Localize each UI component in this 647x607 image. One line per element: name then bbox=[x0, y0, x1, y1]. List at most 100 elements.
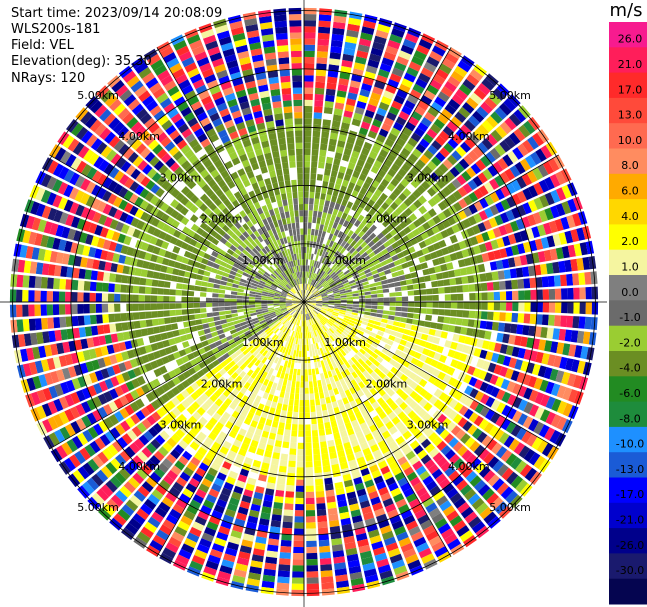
range-gate bbox=[541, 314, 549, 326]
range-gate bbox=[246, 398, 254, 406]
range-gate bbox=[183, 420, 194, 430]
range-gate bbox=[311, 423, 318, 431]
range-gate bbox=[313, 343, 317, 350]
range-gate bbox=[267, 393, 274, 402]
range-gate bbox=[304, 14, 317, 21]
range-gate bbox=[481, 231, 490, 242]
range-gate bbox=[544, 176, 555, 190]
range-gate bbox=[405, 520, 419, 531]
range-gate bbox=[359, 550, 373, 560]
range-gate bbox=[266, 550, 278, 558]
range-gate bbox=[476, 106, 489, 119]
range-gate bbox=[143, 498, 157, 511]
range-gate bbox=[136, 531, 151, 544]
range-gate bbox=[136, 422, 147, 434]
range-gate bbox=[438, 309, 445, 316]
range-gate bbox=[480, 393, 490, 405]
range-gate bbox=[314, 100, 324, 107]
range-gate bbox=[378, 244, 386, 252]
range-gate bbox=[120, 294, 127, 302]
range-gate bbox=[353, 354, 361, 361]
range-gate bbox=[212, 293, 219, 298]
range-gate bbox=[371, 352, 379, 360]
range-gate bbox=[340, 297, 347, 300]
range-gate bbox=[413, 289, 421, 296]
range-gate bbox=[519, 158, 531, 172]
range-gate bbox=[369, 363, 377, 371]
range-gate bbox=[334, 102, 345, 110]
range-gate bbox=[304, 314, 306, 321]
range-gate bbox=[140, 463, 153, 476]
range-gate bbox=[305, 491, 315, 499]
range-gate bbox=[242, 533, 255, 542]
range-gate bbox=[407, 336, 415, 343]
range-gate bbox=[220, 402, 229, 412]
range-gate bbox=[349, 414, 357, 422]
range-gate bbox=[404, 254, 413, 262]
range-gate bbox=[450, 302, 458, 309]
range-gate bbox=[248, 572, 261, 581]
range-gate bbox=[442, 186, 452, 197]
range-gate bbox=[373, 277, 381, 283]
range-gate bbox=[327, 507, 338, 516]
range-gate bbox=[458, 405, 469, 416]
range-gate bbox=[413, 313, 420, 320]
range-gate bbox=[327, 329, 333, 336]
range-gate bbox=[364, 109, 375, 119]
range-gate bbox=[543, 222, 552, 235]
range-gate bbox=[294, 318, 298, 325]
range-gate bbox=[438, 63, 452, 75]
range-gate bbox=[468, 376, 478, 387]
range-gate bbox=[405, 354, 414, 363]
range-gate bbox=[300, 369, 304, 376]
range-gate bbox=[364, 295, 372, 299]
range-gate bbox=[457, 293, 464, 301]
range-gate bbox=[361, 26, 375, 35]
range-gate bbox=[152, 534, 167, 547]
range-gate bbox=[340, 307, 347, 311]
range-gate bbox=[517, 313, 525, 323]
range-gate bbox=[426, 308, 433, 315]
range-gate bbox=[330, 420, 338, 428]
range-gate bbox=[328, 144, 336, 152]
range-gate bbox=[419, 308, 427, 314]
range-gate bbox=[496, 482, 509, 496]
range-gate bbox=[556, 342, 565, 355]
range-gate bbox=[451, 150, 462, 162]
range-gate bbox=[499, 366, 508, 377]
range-gate bbox=[386, 455, 396, 465]
range-gate bbox=[314, 292, 320, 296]
range-gate bbox=[304, 399, 310, 407]
range-gate bbox=[224, 547, 238, 557]
range-gate bbox=[432, 302, 439, 308]
range-gate bbox=[311, 368, 316, 376]
range-gate bbox=[527, 136, 539, 150]
range-gate bbox=[534, 406, 545, 420]
range-gate bbox=[343, 227, 350, 235]
range-gate bbox=[308, 305, 314, 310]
range-gate bbox=[414, 394, 424, 404]
range-gate bbox=[277, 358, 282, 365]
range-gate bbox=[343, 269, 350, 275]
range-gate bbox=[427, 187, 437, 197]
range-gate bbox=[203, 499, 215, 510]
range-gate bbox=[363, 352, 371, 359]
range-gate bbox=[186, 405, 196, 415]
range-gate bbox=[306, 290, 310, 297]
range-gate bbox=[295, 306, 301, 312]
range-gate bbox=[346, 408, 354, 416]
range-gate bbox=[90, 325, 99, 336]
range-gate bbox=[508, 233, 517, 245]
range-gate bbox=[368, 251, 376, 258]
range-gate bbox=[251, 554, 264, 563]
range-gate bbox=[403, 329, 411, 336]
range-gate bbox=[578, 272, 586, 285]
range-gate bbox=[296, 344, 300, 351]
range-gate bbox=[290, 349, 294, 356]
range-gate bbox=[218, 311, 226, 316]
range-gate bbox=[228, 430, 238, 439]
range-gate bbox=[438, 287, 445, 294]
range-gate bbox=[304, 44, 315, 51]
range-gate bbox=[568, 344, 577, 357]
range-gate bbox=[172, 503, 185, 515]
